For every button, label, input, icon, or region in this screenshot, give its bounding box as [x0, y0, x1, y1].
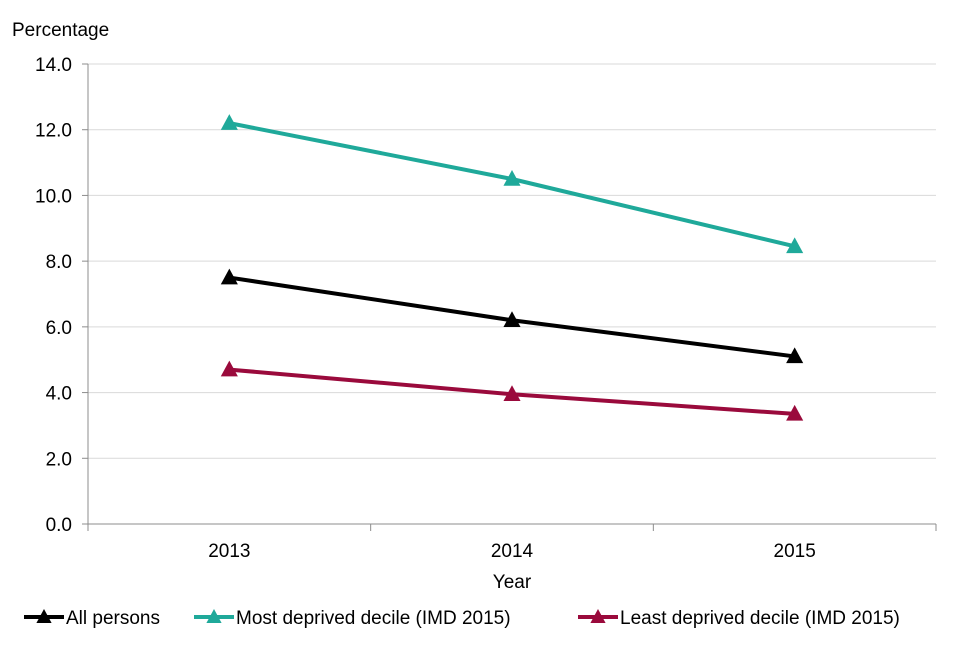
- axes: 0.0 2.0 4.0 6.0 8.0 10.0 12.0 14.0 2013 2014 2015: [35, 55, 937, 562]
- y-tick-label: 12.0: [35, 121, 72, 142]
- legend-swatch-marker: [590, 609, 606, 623]
- series: [220, 114, 804, 421]
- y-tick-label: 4.0: [46, 384, 72, 405]
- legend-label: Most deprived decile (IMD 2015): [236, 608, 511, 629]
- y-tick-label: 6.0: [46, 318, 72, 339]
- legend-item: Least deprived decile (IMD 2015): [578, 608, 900, 629]
- x-axis-label: Year: [493, 572, 532, 593]
- y-tick-label: 2.0: [46, 449, 72, 470]
- legend-swatch-marker: [206, 609, 222, 623]
- data-point: [786, 404, 804, 421]
- legend-item: Most deprived decile (IMD 2015): [194, 608, 511, 629]
- legend-label: All persons: [66, 608, 160, 629]
- data-point: [220, 268, 238, 285]
- data-point: [220, 114, 238, 130]
- x-tick-label: 2014: [491, 541, 534, 562]
- data-point: [220, 360, 238, 377]
- series-1: [220, 114, 804, 254]
- x-tick-label: 2015: [774, 541, 816, 562]
- x-tick-label: 2013: [208, 541, 250, 562]
- y-tick-label: 10.0: [35, 186, 72, 207]
- series-0: [220, 268, 804, 364]
- data-point: [786, 237, 804, 254]
- data-point: [503, 385, 521, 401]
- data-point: [503, 170, 521, 186]
- legend: All persons Most deprived decile (IMD 201…: [24, 608, 900, 629]
- legend-swatch-marker: [36, 609, 52, 623]
- legend-item: All persons: [24, 608, 160, 629]
- data-point: [786, 347, 804, 364]
- y-tick-label: 0.0: [46, 515, 72, 536]
- series-2: [220, 360, 804, 421]
- data-point: [503, 311, 521, 328]
- y-axis-label: Percentage: [12, 20, 109, 41]
- y-tick-label: 14.0: [35, 55, 72, 76]
- legend-label: Least deprived decile (IMD 2015): [620, 608, 900, 629]
- y-tick-label: 8.0: [46, 252, 72, 273]
